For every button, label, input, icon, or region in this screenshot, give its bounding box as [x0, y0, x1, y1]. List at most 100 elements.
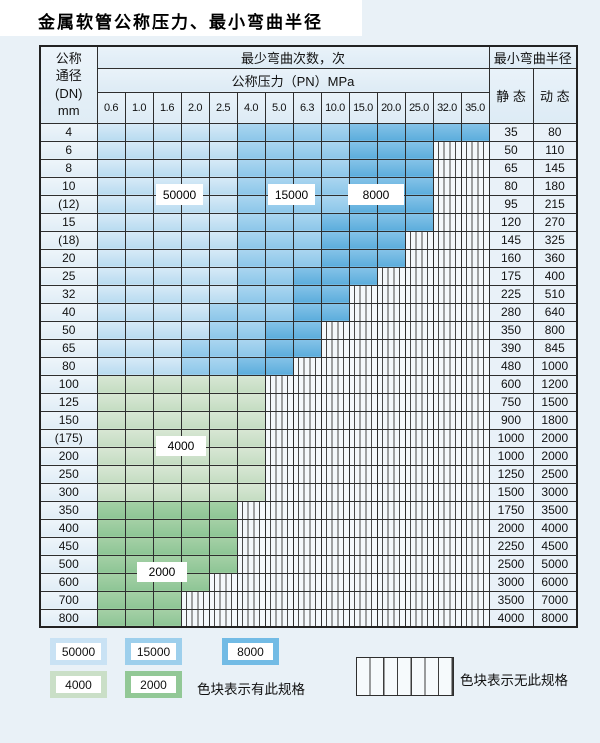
- cell-15000: [264, 230, 294, 250]
- cell-4000: [124, 392, 154, 412]
- cell-15000: [264, 266, 294, 286]
- cell-8000: [376, 230, 406, 250]
- cell-8000: [404, 140, 434, 160]
- cell-15000: [236, 176, 266, 196]
- static-radius-cell: 80: [488, 176, 534, 196]
- pressure-column-header: 1.6: [152, 91, 182, 124]
- dynamic-radius-cell: 270: [532, 212, 578, 232]
- cell-no-spec: [264, 446, 294, 466]
- cell-15000: [208, 320, 238, 340]
- dynamic-radius-cell: 6000: [532, 572, 578, 592]
- cell-50000: [96, 266, 126, 286]
- cell-no-spec: [264, 500, 294, 520]
- cell-4000: [124, 446, 154, 466]
- dn-cell: 65: [39, 338, 98, 358]
- cell-15000: [292, 140, 322, 160]
- cell-no-spec: [432, 338, 462, 358]
- cycle-count-label: 4000: [156, 436, 206, 456]
- cell-15000: [208, 302, 238, 322]
- cell-4000: [236, 392, 266, 412]
- cell-no-spec: [404, 446, 434, 466]
- static-radius-cell: 600: [488, 374, 534, 394]
- dn-cell: 40: [39, 302, 98, 322]
- cell-50000: [180, 302, 210, 322]
- pressure-column-header: 35.0: [460, 91, 490, 124]
- cell-no-spec: [404, 464, 434, 484]
- cell-50000: [180, 140, 210, 160]
- dn-cell: 700: [39, 590, 98, 610]
- cell-8000: [432, 122, 462, 142]
- cell-4000: [208, 464, 238, 484]
- dn-cell: 600: [39, 572, 98, 592]
- cell-no-spec: [460, 266, 490, 286]
- cell-no-spec: [432, 266, 462, 286]
- dn-cell: 32: [39, 284, 98, 304]
- cell-50000: [96, 248, 126, 268]
- cell-no-spec: [460, 428, 490, 448]
- dynamic-radius-cell: 7000: [532, 590, 578, 610]
- cell-8000: [404, 158, 434, 178]
- cell-50000: [152, 212, 182, 232]
- cell-2000: [152, 500, 182, 520]
- cell-15000: [236, 302, 266, 322]
- cell-4000: [96, 482, 126, 502]
- cell-no-spec: [208, 572, 238, 592]
- cell-8000: [404, 212, 434, 232]
- cell-8000: [292, 266, 322, 286]
- cell-no-spec: [180, 608, 210, 628]
- cell-15000: [292, 230, 322, 250]
- dn-cell: 800: [39, 608, 98, 628]
- table-row: 800 4000 8000: [39, 608, 578, 628]
- cell-50000: [152, 284, 182, 304]
- dynamic-radius-cell: 510: [532, 284, 578, 304]
- cell-no-spec: [320, 608, 350, 628]
- static-radius-cell: 390: [488, 338, 534, 358]
- legend-swatch-8000: 8000: [222, 638, 279, 665]
- dynamic-radius-cell: 360: [532, 248, 578, 268]
- dynamic-radius-cell: 4000: [532, 518, 578, 538]
- cell-8000: [376, 122, 406, 142]
- cell-no-spec: [292, 446, 322, 466]
- cell-no-spec: [236, 500, 266, 520]
- pressure-group-header: 公称压力（PN）MPa: [96, 67, 490, 93]
- cell-no-spec: [432, 536, 462, 556]
- cell-2000: [96, 536, 126, 556]
- dn-cell: 50: [39, 320, 98, 340]
- cell-no-spec: [404, 230, 434, 250]
- dn-cell: 100: [39, 374, 98, 394]
- cell-no-spec: [432, 518, 462, 538]
- cell-no-spec: [432, 554, 462, 574]
- cell-no-spec: [236, 608, 266, 628]
- cell-no-spec: [376, 464, 406, 484]
- cell-no-spec: [404, 410, 434, 430]
- cell-no-spec: [432, 158, 462, 178]
- cell-no-spec: [348, 482, 378, 502]
- cell-50000: [152, 302, 182, 322]
- cell-15000: [236, 320, 266, 340]
- dynamic-radius-cell: 180: [532, 176, 578, 196]
- static-radius-cell: 1500: [488, 482, 534, 502]
- cell-2000: [208, 554, 238, 574]
- dynamic-radius-cell: 640: [532, 302, 578, 322]
- cell-no-spec: [460, 374, 490, 394]
- dynamic-radius-cell: 845: [532, 338, 578, 358]
- dn-cell: 4: [39, 122, 98, 142]
- table-row: 700 3500 7000: [39, 590, 578, 610]
- legend-swatch-15000: 15000: [125, 638, 182, 665]
- dynamic-radius-cell: 1000: [532, 356, 578, 376]
- cell-8000: [348, 248, 378, 268]
- cell-no-spec: [348, 608, 378, 628]
- cell-2000: [152, 536, 182, 556]
- cell-8000: [376, 140, 406, 160]
- dn-cell: 25: [39, 266, 98, 286]
- cell-no-spec: [460, 608, 490, 628]
- cell-50000: [96, 320, 126, 340]
- cell-2000: [96, 518, 126, 538]
- cell-2000: [152, 590, 182, 610]
- static-radius-cell: 160: [488, 248, 534, 268]
- cell-8000: [292, 284, 322, 304]
- table-row: 100 600 1200: [39, 374, 578, 394]
- static-radius-cell: 225: [488, 284, 534, 304]
- cell-50000: [124, 194, 154, 214]
- cell-no-spec: [376, 320, 406, 340]
